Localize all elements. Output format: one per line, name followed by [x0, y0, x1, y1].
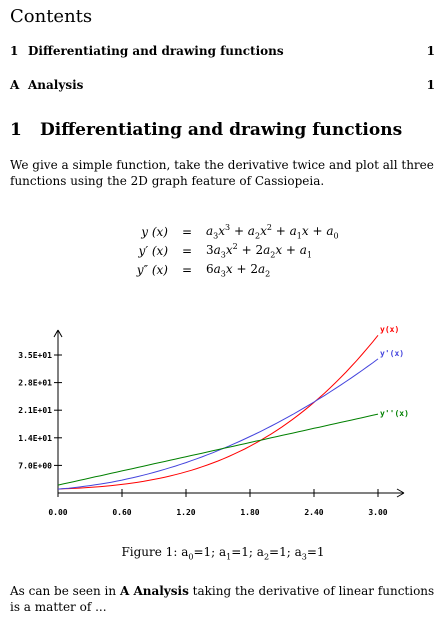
figure-caption: Figure 1: a0=1; a1=1; a2=1; a3=1 — [0, 545, 446, 561]
equation-lhs: y (x) — [141, 224, 168, 239]
equation-row: y′ (x) = 3a3x2 + 2a2x + a1 — [108, 242, 339, 261]
equation-row: y (x) = a3x3 + a2x2 + a1x + a0 — [108, 223, 339, 242]
section-title: 1 Differentiating and drawing functions — [10, 120, 402, 140]
x-tick-label: 1.80 — [240, 508, 259, 517]
series-label: y(x) — [380, 325, 399, 334]
x-tick-label: 0.00 — [48, 508, 67, 517]
y-tick-label: 2.1E+01 — [18, 406, 52, 415]
outro-text: taking the derivative of linear function… — [10, 584, 435, 614]
outro-text: As can be seen in — [10, 584, 120, 598]
toc-entry-page: 1 — [426, 44, 435, 58]
toc-entry-label: Analysis — [28, 78, 84, 92]
figure-caption-prefix: Figure 1: — [121, 545, 178, 559]
equation-lhs: y′ (x) — [138, 244, 168, 259]
equation-row: y″ (x) = 6a3x + 2a2 — [108, 262, 339, 280]
equation-rhs: 3a3x2 + 2a2x + a1 — [206, 242, 313, 260]
equation-rhs: 6a3x + 2a2 — [206, 261, 271, 279]
series-line — [57, 358, 379, 490]
toc-entry[interactable]: 1 Differentiating and drawing functions 1 — [10, 44, 435, 58]
series-label: y''(x) — [380, 409, 409, 418]
series-label: y'(x) — [380, 349, 404, 358]
y-tick-label: 3.5E+01 — [18, 351, 52, 360]
toc-entry-number: 1 — [10, 44, 19, 58]
equation-equals: = — [181, 262, 193, 277]
equation-equals: = — [181, 244, 193, 259]
y-tick-label: 2.8E+01 — [18, 379, 52, 388]
toc-entry-label: Differentiating and drawing functions — [28, 44, 284, 58]
x-axis-arrow — [396, 488, 405, 498]
series-line — [57, 413, 379, 486]
figure-caption-text: a0=1; a1=1; a2=1; a3=1 — [181, 545, 325, 562]
y-tick-label: 7.0E+00 — [18, 461, 52, 470]
outro-paragraph: As can be seen in A Analysis taking the … — [10, 583, 436, 615]
toc-entry-page: 1 — [426, 78, 435, 92]
equation-equals: = — [181, 224, 193, 239]
equation-lhs: y″ (x) — [136, 262, 168, 277]
equation-array: y (x) = a3x3 + a2x2 + a1x + a0 y′ (x) = … — [108, 223, 339, 280]
y-axis-arrow — [53, 329, 63, 338]
analysis-reference-link[interactable]: A Analysis — [119, 584, 189, 598]
intro-paragraph: We give a simple function, take the deri… — [10, 158, 434, 188]
section-title-text: Differentiating and drawing functions — [40, 120, 403, 140]
toc-entry[interactable]: A Analysis 1 — [10, 78, 435, 92]
x-tick-label: 0.60 — [112, 508, 131, 517]
function-plot: 0.00 0.60 1.20 1.80 2.40 3.00 7.0E+00 1.4E+01 2.… — [18, 325, 409, 517]
y-tick-label: 1.4E+01 — [18, 434, 52, 443]
contents-heading: Contents — [10, 6, 93, 27]
series-line — [57, 334, 379, 490]
toc-entry-number: A — [10, 78, 20, 92]
x-tick-label: 2.40 — [304, 508, 323, 517]
section-number: 1 — [10, 120, 22, 140]
x-tick-label: 3.00 — [368, 508, 387, 517]
x-tick-label: 1.20 — [176, 508, 195, 517]
equation-rhs: a3x3 + a2x2 + a1x + a0 — [206, 223, 339, 241]
